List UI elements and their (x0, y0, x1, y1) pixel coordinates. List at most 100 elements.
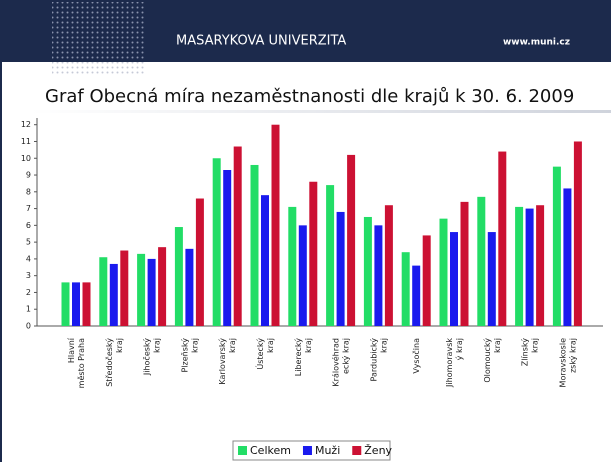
x-tick-label: Ústeckýkraj (254, 338, 275, 370)
bar (515, 206, 524, 326)
label-line: kraj (530, 338, 539, 353)
x-tick-label: Karlovarskýkraj (218, 338, 237, 385)
label-line: Plzeňský (179, 338, 189, 373)
label-line: zský kraj (568, 338, 577, 373)
label-line: Liberecký (293, 338, 302, 376)
bar (99, 257, 108, 326)
label-line: Vysočina (411, 338, 421, 374)
y-tick-label: 6 (26, 221, 31, 230)
legend-swatch (302, 446, 312, 455)
bar (120, 250, 129, 326)
label-line: Jihomoravsk (445, 338, 454, 388)
logo-fade (52, 62, 146, 74)
label-line: kraj (114, 338, 123, 353)
y-tick-label: 0 (26, 322, 31, 331)
x-tick-label: Plzeňskýkraj (179, 338, 199, 373)
bar (374, 225, 383, 326)
y-tick-label: 8 (26, 187, 31, 196)
legend-label: Ženy (364, 444, 392, 457)
x-tick-label: Vysočina (411, 338, 421, 374)
bar (412, 265, 421, 326)
bar (109, 263, 118, 326)
bar (439, 218, 448, 326)
bar (487, 232, 496, 326)
bar (185, 248, 194, 326)
label-line: Jihočeský (141, 338, 151, 376)
bar (563, 188, 572, 326)
label-line: kraj (152, 338, 161, 353)
bar (223, 170, 232, 326)
label-line: Středočeský (103, 338, 113, 387)
y-tick-label: 10 (21, 154, 31, 163)
bar (82, 282, 91, 326)
x-tick-label: Hlavníměsto Praha (67, 337, 86, 388)
x-tick-label: Královéhradecký kraj (330, 338, 350, 387)
legend-label: Celkem (250, 444, 291, 457)
bar (158, 247, 167, 326)
label-line: Zlínský (520, 338, 529, 367)
university-name: MASARYKOVA UNIVERZITA (176, 34, 346, 49)
bar (498, 151, 507, 326)
bar (401, 252, 410, 326)
label-line: kraj (190, 338, 199, 353)
bar (261, 195, 269, 326)
bar (552, 166, 561, 326)
y-tick-label: 9 (26, 171, 31, 180)
bar (536, 205, 545, 326)
label-line: Olomoucký (482, 338, 491, 383)
bar (450, 232, 458, 326)
x-tick-label: Moravskoslezský kraj (558, 338, 577, 388)
label-line: ecký kraj (341, 338, 350, 374)
y-tick-label: 5 (26, 238, 31, 247)
bar (195, 198, 204, 326)
y-tick-label: 4 (26, 254, 31, 263)
logo (52, 2, 146, 60)
x-tick-label: Jihomoravský kraj (445, 338, 464, 388)
y-tick-label: 12 (21, 120, 31, 129)
bar (525, 208, 534, 326)
label-line: město Praha (77, 338, 86, 388)
label-line: Pardubický (369, 338, 378, 382)
label-line: kraj (379, 338, 388, 353)
y-tick-label: 11 (21, 137, 31, 146)
label-line: kraj (228, 338, 237, 353)
bar (363, 216, 372, 326)
label-line: Ústecký (254, 338, 265, 370)
bar (573, 141, 582, 326)
bar (347, 154, 356, 326)
bar (288, 206, 297, 326)
bar (422, 235, 431, 326)
x-tick-label: Pardubickýkraj (369, 338, 388, 382)
bar (250, 164, 259, 326)
label-line: kraj (266, 338, 275, 353)
label-line: kraj (303, 338, 312, 353)
x-tick-label: Olomouckýkraj (482, 338, 501, 383)
bar (271, 124, 280, 326)
legend-label: Muži (315, 444, 340, 457)
label-line: Karlovarský (218, 338, 227, 385)
bar (477, 196, 486, 326)
bar (174, 227, 183, 326)
y-tick-label: 7 (26, 204, 31, 213)
legend-swatch (352, 446, 362, 455)
label-line: Královéhrad (330, 338, 340, 387)
label-line: ý kraj (455, 338, 464, 360)
bar (309, 181, 318, 326)
y-tick-label: 3 (26, 271, 31, 280)
label-line: Moravskosle (558, 338, 567, 388)
chart-title: Graf Obecná míra nezaměstnanosti dle kra… (45, 86, 574, 107)
url: www.muni.cz (503, 38, 570, 48)
x-tick-label: Zlínskýkraj (520, 338, 539, 367)
y-tick-label: 1 (26, 305, 31, 314)
left-border (0, 62, 2, 462)
bar (233, 146, 242, 326)
label-line: kraj (492, 338, 501, 353)
bar (298, 225, 307, 326)
bar (336, 211, 345, 326)
x-tick-label: Jihočeskýkraj (141, 338, 161, 376)
bar (326, 185, 335, 326)
bar (61, 282, 70, 326)
bar (212, 158, 221, 326)
